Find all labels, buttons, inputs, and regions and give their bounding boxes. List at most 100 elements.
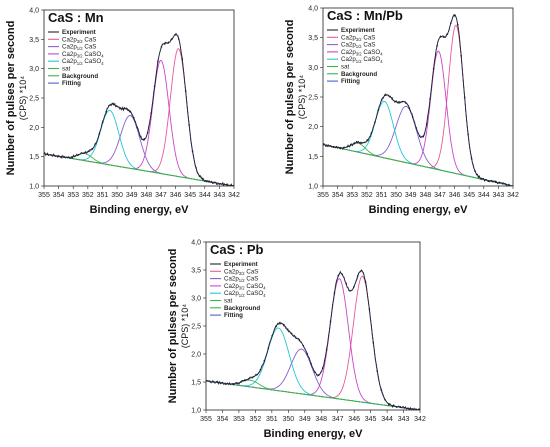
x-tick-label: 342 xyxy=(414,416,426,423)
y-tick-label: 2,5 xyxy=(191,324,201,331)
experiment-point xyxy=(367,139,369,141)
experiment-point xyxy=(467,133,469,135)
experiment-point xyxy=(226,184,228,186)
experiment-point xyxy=(337,274,339,277)
experiment-point xyxy=(360,269,363,272)
x-tick-label: 343 xyxy=(493,192,505,199)
experiment-point xyxy=(341,273,343,276)
xps-chart-1: 355 354 353 352 351 350 349 348 347 346 345 344 343 3… xyxy=(5,8,240,217)
experiment-point xyxy=(314,371,316,373)
experiment-point xyxy=(212,181,214,184)
experiment-point xyxy=(333,292,336,294)
experiment-point xyxy=(377,109,379,111)
experiment-point xyxy=(222,183,225,185)
peak-ca2p3-2-caso4 xyxy=(323,105,513,186)
y-tick-label: 4,0 xyxy=(191,240,201,247)
experiment-point xyxy=(488,180,490,182)
experiment-point xyxy=(213,381,215,383)
peak-ca2p1-2-caso4 xyxy=(44,109,234,186)
x-tick-label: 345 xyxy=(184,192,196,199)
experiment-point xyxy=(339,147,341,149)
experiment-point xyxy=(105,110,107,113)
background-line xyxy=(44,153,234,186)
x-tick-label: 344 xyxy=(478,192,490,199)
y-tick-label: 1,0 xyxy=(191,408,201,415)
experiment-point xyxy=(380,389,382,391)
x-axis-title: Binding energy, eV xyxy=(264,428,363,440)
experiment-point xyxy=(216,182,218,184)
experiment-point xyxy=(126,108,128,110)
experiment-point xyxy=(376,370,378,372)
experiment-point xyxy=(216,381,219,384)
x-tick-label: 350 xyxy=(111,192,123,199)
experiment-point xyxy=(136,126,138,129)
x-tick-label: 347 xyxy=(155,192,167,199)
experiment-point xyxy=(191,150,194,153)
experiment-point xyxy=(325,348,328,351)
y-axis-unit: (CPS) *10⁴ xyxy=(297,75,307,120)
plot-area xyxy=(44,32,234,186)
experiment-point xyxy=(88,150,90,153)
experiment-point xyxy=(46,153,49,156)
legend-entry: Background xyxy=(341,71,377,78)
experiment-point xyxy=(236,382,238,384)
experiment-point xyxy=(143,139,145,141)
experiment-point xyxy=(411,408,413,410)
experiment-point xyxy=(353,286,355,288)
background-line xyxy=(206,380,420,410)
experiment-point xyxy=(57,155,59,157)
experiment-point xyxy=(255,374,258,376)
experiment-point xyxy=(470,157,473,160)
experiment-point xyxy=(206,380,207,382)
experiment-point xyxy=(248,378,250,380)
experiment-point xyxy=(140,135,142,138)
x-tick-label: 350 xyxy=(390,192,402,199)
experiment-point xyxy=(368,308,371,311)
legend-entry: Ca2p1/2 CaS xyxy=(62,44,96,52)
x-tick-label: 347 xyxy=(434,192,446,199)
experiment-point xyxy=(443,36,445,38)
experiment-point xyxy=(64,156,66,158)
plot-area xyxy=(206,269,420,410)
x-tick-label: 352 xyxy=(82,192,94,199)
experiment-point xyxy=(84,151,87,153)
experiment-point xyxy=(263,359,266,362)
experiment-point xyxy=(70,156,73,158)
experiment-point xyxy=(407,407,410,410)
x-tick-label: 353 xyxy=(233,416,245,423)
experiment-point xyxy=(370,132,373,134)
experiment-point xyxy=(481,178,483,180)
experiment-point xyxy=(391,98,393,100)
experiment-point xyxy=(460,55,462,57)
experiment-point xyxy=(353,142,355,145)
legend-entry: Ca2p3/2 CaS xyxy=(62,36,96,44)
experiment-point xyxy=(294,336,297,338)
experiment-point xyxy=(119,107,121,109)
experiment-point xyxy=(403,407,406,409)
experiment-point xyxy=(81,152,83,154)
experiment-point xyxy=(325,144,328,146)
x-tick-label: 349 xyxy=(126,192,138,199)
experiment-point xyxy=(283,324,285,326)
experiment-point xyxy=(219,182,221,185)
experiment-point xyxy=(77,153,80,156)
legend-entry: sat xyxy=(62,66,71,73)
experiment-point xyxy=(450,22,452,24)
legend-entry: Background xyxy=(62,73,98,80)
y-tick-label: 3,5 xyxy=(29,37,39,44)
experiment-point xyxy=(198,175,201,177)
x-tick-label: 346 xyxy=(170,192,182,199)
experiment-point xyxy=(408,107,411,109)
experiment-point xyxy=(436,45,438,47)
y-axis-title: Number of pulses per second xyxy=(284,20,296,175)
x-tick-label: 350 xyxy=(282,416,294,423)
experiment-point xyxy=(115,105,118,107)
x-tick-label: 346 xyxy=(449,192,461,199)
panel-title: CaS : Mn xyxy=(48,10,104,25)
y-tick-label: 3,0 xyxy=(191,296,201,303)
x-tick-label: 342 xyxy=(228,192,240,199)
peak-ca2p3-2-cas xyxy=(44,48,234,186)
experiment-point xyxy=(290,333,293,335)
x-tick-label: 347 xyxy=(332,416,344,423)
experiment-point xyxy=(302,344,304,347)
